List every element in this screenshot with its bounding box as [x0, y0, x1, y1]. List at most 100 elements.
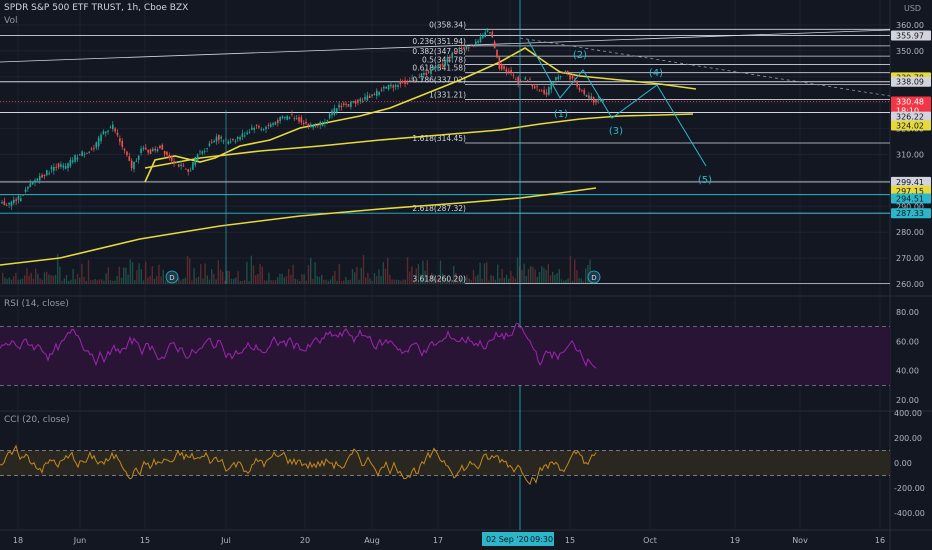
candle-body: [260, 129, 263, 130]
price-badge-label: 355.97: [896, 31, 924, 40]
volume-bar: [211, 269, 213, 284]
volume-bar: [336, 280, 338, 284]
candle-body: [489, 32, 491, 34]
cci-title: CCI (20, close): [4, 415, 70, 425]
volume-bar: [164, 280, 167, 284]
rsi-tick-label: 60.00: [896, 337, 919, 346]
volume-bar: [252, 265, 255, 284]
price-badge-label: 297.15: [896, 187, 924, 196]
candle-body: [15, 199, 17, 202]
candle-body: [41, 174, 43, 178]
volume-bar: [563, 280, 565, 284]
main-pane[interactable]: 0(358.34) 0.236(351.94)0.382(347.98)0.5(3…: [0, 0, 891, 530]
candle-body: [524, 77, 527, 80]
volume-bar: [26, 267, 28, 284]
volume-bar: [497, 264, 499, 284]
cci-pane[interactable]: [0, 444, 890, 486]
volume-bar: [235, 277, 237, 284]
x-tick-label: Jun: [73, 536, 87, 545]
candle-body: [3, 201, 6, 206]
volume-bar: [83, 276, 85, 284]
volume-bar: [37, 273, 39, 284]
candle-body: [274, 122, 277, 125]
candle-body: [408, 80, 411, 82]
volume-bar: [477, 274, 479, 284]
candle-body: [522, 81, 524, 83]
candle-body: [236, 137, 239, 139]
volume-bar: [510, 271, 512, 284]
volume-bar: [547, 264, 549, 284]
x-tick-label: Jul: [220, 536, 231, 545]
candle-body: [55, 166, 58, 168]
dashed-trend-line: [519, 37, 891, 97]
volume-bar: [114, 280, 116, 284]
cci-tick-label: -200.00: [894, 484, 925, 493]
volume-bar: [296, 279, 299, 284]
volume-bar: [274, 279, 277, 284]
volume-bar: [272, 280, 274, 284]
candle-body: [133, 161, 135, 170]
volume-bar: [362, 255, 365, 284]
volume-bar: [226, 270, 228, 284]
candle-body: [423, 72, 425, 75]
volume-bar: [268, 272, 270, 284]
volume-bar: [134, 280, 136, 284]
volume-bar: [475, 276, 477, 284]
volume-bar: [560, 279, 563, 284]
volume-bar: [556, 273, 558, 284]
volume-bar: [158, 264, 160, 284]
candle-body: [354, 101, 357, 104]
volume-bar: [541, 266, 543, 284]
volume-bar: [439, 260, 442, 284]
candle-body: [507, 70, 510, 72]
candle-body: [269, 124, 272, 128]
candle-body: [345, 103, 347, 105]
candle-body: [163, 150, 166, 155]
fib-label: 0.236(351.94): [412, 37, 466, 46]
candle-body: [114, 128, 116, 132]
candle-body: [500, 64, 503, 70]
volume-bar: [208, 279, 211, 284]
volume-bar: [24, 275, 26, 284]
candle-body: [267, 125, 270, 126]
volume-bar: [237, 271, 239, 284]
candle-body: [309, 124, 312, 128]
candle-body: [446, 57, 449, 63]
fib-label: 1.618(314.45): [412, 134, 466, 143]
candle-body: [241, 133, 244, 137]
volume-bar: [303, 274, 305, 284]
candle-body: [364, 96, 366, 100]
volume-bar: [6, 278, 8, 284]
volume-bar: [50, 275, 52, 284]
candle-body: [243, 135, 246, 137]
volume-bar: [327, 280, 329, 284]
candle-body: [111, 124, 114, 129]
candle-body: [239, 137, 241, 140]
trend-line: [0, 29, 891, 63]
candle-body: [479, 37, 482, 43]
volume-bar: [48, 274, 50, 284]
volume-bar: [459, 277, 461, 284]
candle-body: [321, 123, 324, 126]
candle-body: [552, 82, 555, 84]
volume-bar: [8, 277, 10, 284]
candle-body: [569, 75, 571, 80]
volume-bar: [312, 278, 314, 284]
rsi-pane[interactable]: [0, 322, 890, 386]
volume-bar: [437, 277, 439, 284]
volume-bar: [151, 266, 153, 284]
volume-bar: [65, 275, 68, 284]
volume-bar: [138, 263, 140, 284]
candle-body: [192, 162, 194, 170]
volume-bar: [325, 279, 327, 284]
volume-bar: [74, 279, 76, 284]
candle-body: [137, 155, 140, 160]
candle-body: [67, 163, 69, 169]
volume-bar: [387, 257, 389, 284]
volume-bar: [569, 255, 571, 284]
x-tick-label: 18: [13, 536, 23, 545]
y-tick-label: 360.00: [896, 21, 924, 30]
candle-body: [498, 56, 501, 69]
volume-bar: [261, 266, 263, 284]
candle-body: [213, 140, 215, 143]
